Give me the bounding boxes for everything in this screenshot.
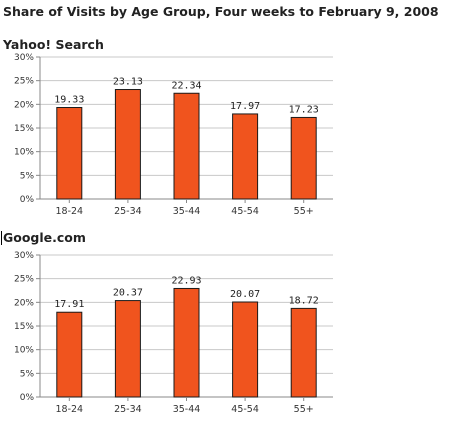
data-label: 17.97: [230, 101, 260, 112]
x-tick-label: 55+: [294, 404, 314, 415]
google-bar-chart: 0% 5% 10% 15% 20% 25% 30% 17.91 18-24 20.37 25-34 2…: [14, 251, 333, 415]
x-tick-label: 18-24: [55, 206, 83, 217]
y-tick-label: 20%: [14, 298, 34, 308]
y-tick-label: 30%: [14, 251, 34, 261]
bar-35-44: [173, 287, 200, 398]
bar-25-34: [114, 300, 141, 398]
data-label: 17.23: [289, 104, 319, 115]
y-tick-label: 5%: [20, 369, 35, 379]
x-tick-label: 18-24: [55, 404, 83, 415]
y-tick-label: 15%: [14, 124, 34, 134]
chart-title-yahoo: Yahoo! Search: [3, 37, 104, 52]
y-tick-label: 30%: [14, 53, 34, 63]
bar-18-24: [56, 311, 83, 398]
data-label: 23.13: [113, 77, 143, 88]
y-tick-label: 0%: [20, 393, 35, 403]
bar-35-44: [173, 92, 200, 200]
x-tick-label: 25-34: [114, 404, 142, 415]
x-tick-label: 45-54: [231, 404, 259, 415]
y-tick-label: 10%: [14, 148, 34, 158]
x-tick-label: 35-44: [173, 206, 201, 217]
data-label: 20.37: [113, 288, 143, 299]
bar-18-24: [56, 107, 83, 200]
data-label: 22.34: [171, 80, 201, 91]
x-tick-label: 55+: [294, 206, 314, 217]
bar-45-54: [232, 301, 259, 398]
x-tick-label: 45-54: [231, 206, 259, 217]
y-tick-label: 25%: [14, 275, 34, 285]
chart-title-google: Google.com: [3, 230, 86, 245]
data-label: 20.07: [230, 289, 260, 300]
y-tick-label: 25%: [14, 77, 34, 87]
data-label: 22.93: [171, 275, 201, 286]
data-label: 19.33: [54, 95, 84, 106]
yahoo-search-bar-chart: 0% 5% 10% 15% 20% 25% 30% 19.33 18-24 23.13 25-34 2…: [14, 53, 333, 217]
bar-55+: [290, 307, 317, 398]
data-label: 18.72: [289, 295, 319, 306]
y-tick-label: 5%: [20, 171, 35, 181]
y-tick-label: 20%: [14, 100, 34, 110]
y-tick-label: 10%: [14, 346, 34, 356]
y-tick-label: 15%: [14, 322, 34, 332]
bar-45-54: [232, 113, 259, 200]
x-tick-label: 35-44: [173, 404, 201, 415]
page-title: Share of Visits by Age Group, Four weeks…: [3, 4, 439, 19]
data-label: 17.91: [54, 299, 84, 310]
bar-55+: [290, 116, 317, 200]
y-tick-label: 0%: [20, 195, 35, 205]
text-cursor: [1, 231, 2, 245]
bar-25-34: [114, 89, 141, 200]
x-tick-label: 25-34: [114, 206, 142, 217]
